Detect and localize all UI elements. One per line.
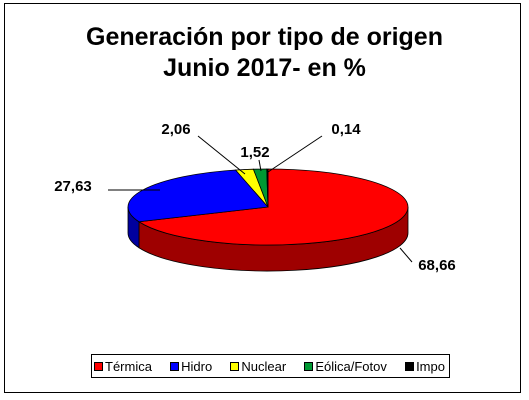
legend-item-impo: Impo [405,359,445,374]
legend-item-nuclear: Nuclear [230,359,286,374]
pie-slice-impo [266,168,269,208]
pie-slice-termica [137,168,409,246]
legend-swatch-hidro [170,361,180,371]
leader-line-eolica-fotov [258,159,262,172]
legend-label-nuclear: Nuclear [241,358,287,374]
legend-item-termica: Térmica [94,359,152,374]
legend-label-impo: Impo [416,358,445,374]
data-label-hidro: 27,63 [54,178,92,195]
data-label-termica: 68,66 [418,257,456,274]
data-label-eolica-fotov: 1,52 [240,144,269,161]
legend-item-eolica-fotov: Eólica/Fotov [304,359,387,374]
legend-swatch-termica [94,361,103,371]
legend-swatch-eolica-fotov [304,361,314,371]
legend-label-hidro: Hidro [181,358,213,374]
legend-swatch-nuclear [230,361,240,371]
chart-legend: Térmica Hidro Nuclear Eólica/Fotov Impo [91,354,450,378]
data-label-impo: 0,14 [331,121,361,138]
legend-item-hidro: Hidro [170,359,212,374]
leader-line-impo [267,135,323,173]
leader-line-termica [399,247,413,263]
chart-title: Generación por tipo de origen [86,23,443,51]
chart-subtitle: Junio 2017- en % [163,54,366,82]
leader-line-nuclear [197,135,246,175]
legend-label-eolica-fotov: Eólica/Fotov [315,358,387,374]
data-label-nuclear: 2,06 [161,121,190,138]
legend-label-termica: Térmica [105,358,152,374]
chart-title-block: Generación por tipo de origen Junio 2017… [0,22,529,84]
legend-swatch-impo [405,361,415,371]
